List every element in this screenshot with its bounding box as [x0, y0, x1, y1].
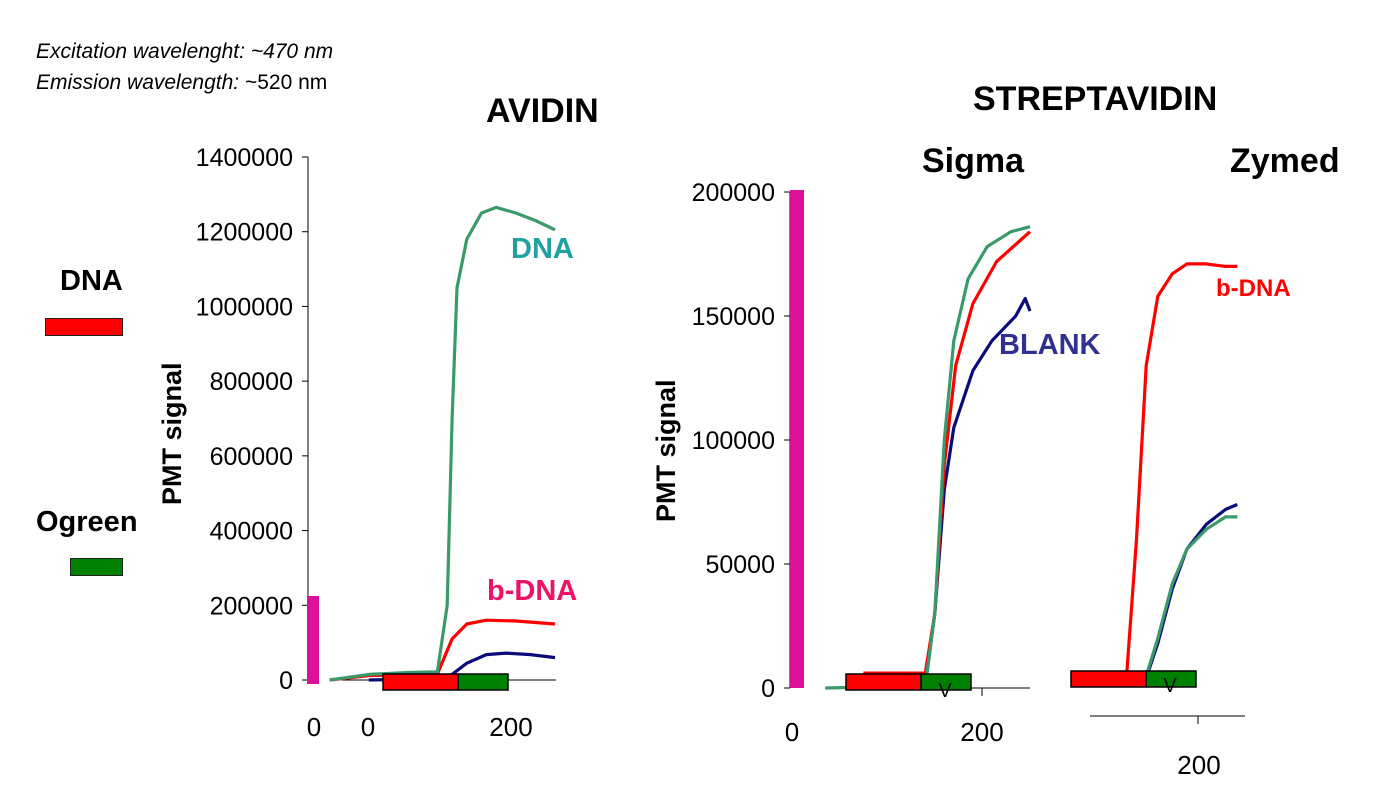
avidin-bar-red [382, 673, 459, 691]
sigma-y-tick-label: 50000 [705, 551, 775, 579]
avidin-y-tick-label: 1400000 [196, 144, 293, 172]
sigma-y-tick-label: 200000 [692, 179, 775, 207]
avidin-series-dna [329, 205, 556, 682]
sigma-marker-bar [790, 190, 804, 688]
avidin-x-tick-label: 0 [307, 712, 321, 742]
sigma-x-tick-label: 0 [785, 717, 799, 747]
excitation-value: ~470 nm [250, 40, 334, 63]
avidin-bar-green [457, 673, 509, 691]
sigma-blank-series-label: BLANK [999, 329, 1101, 361]
legend-dna-label: DNA [60, 265, 123, 297]
zymed-title: Zymed [1230, 142, 1340, 180]
sigma-v-mark: V [938, 680, 952, 702]
zymed-x-tick-label: 200 [1177, 750, 1220, 780]
avidin-y-tick-label: 1000000 [196, 293, 293, 321]
sigma-series-line-1 [863, 230, 1032, 675]
zymed-bdna-series-label: b-DNA [1216, 275, 1291, 302]
emission-label: Emission wavelength: [36, 71, 240, 94]
avidin-y-tick-label: 800000 [210, 368, 293, 396]
excitation-label: Excitation wavelenght: [36, 40, 245, 63]
avidin-y-tick-label: 0 [279, 667, 293, 695]
avidin-dna-series-label: DNA [511, 233, 574, 265]
zymed-bar-green [1145, 670, 1197, 688]
sigma-x-tick-label: 200 [960, 717, 1003, 747]
sigma-y-tick-label: 100000 [692, 427, 775, 455]
zymed-series-b-dna [1125, 262, 1238, 674]
avidin-bdna-series-label: b-DNA [487, 575, 577, 607]
sigma-bar-red [845, 673, 922, 691]
sigma-title: Sigma [922, 142, 1025, 180]
sigma-y-tick-label: 0 [761, 675, 775, 703]
emission-value: ~520 nm [244, 71, 328, 94]
excitation-note: Excitation wavelenght: ~470 nm [36, 40, 333, 64]
sigma-series-line-0 [825, 225, 1031, 690]
zymed-series-line-2 [1141, 503, 1238, 688]
avidin-x-tick-label: 0 [361, 712, 375, 742]
avidin-y-tick-label: 200000 [210, 592, 293, 620]
avidin-y-tick-label: 600000 [210, 443, 293, 471]
avidin-y-tick-label: 400000 [210, 518, 293, 546]
emission-note: Emission wavelength: ~520 nm [36, 71, 327, 95]
avidin-x-tick-label: 200 [489, 712, 532, 742]
legend-ogreen-swatch [70, 558, 123, 576]
zymed-bar-red [1070, 670, 1147, 688]
streptavidin-title: STREPTAVIDIN [973, 80, 1218, 118]
sigma-y-tick-label: 150000 [692, 303, 775, 331]
avidin-marker-bar [307, 596, 319, 684]
legend-ogreen-label: Ogreen [36, 506, 138, 538]
legend-dna-swatch [45, 318, 123, 336]
avidin-title: AVIDIN [486, 92, 599, 130]
sigma-bar-green [920, 673, 972, 691]
avidin-y-tick-label: 1200000 [196, 219, 293, 247]
zymed-v-mark: V [1163, 675, 1177, 697]
zymed-series-line-1 [1141, 515, 1238, 686]
